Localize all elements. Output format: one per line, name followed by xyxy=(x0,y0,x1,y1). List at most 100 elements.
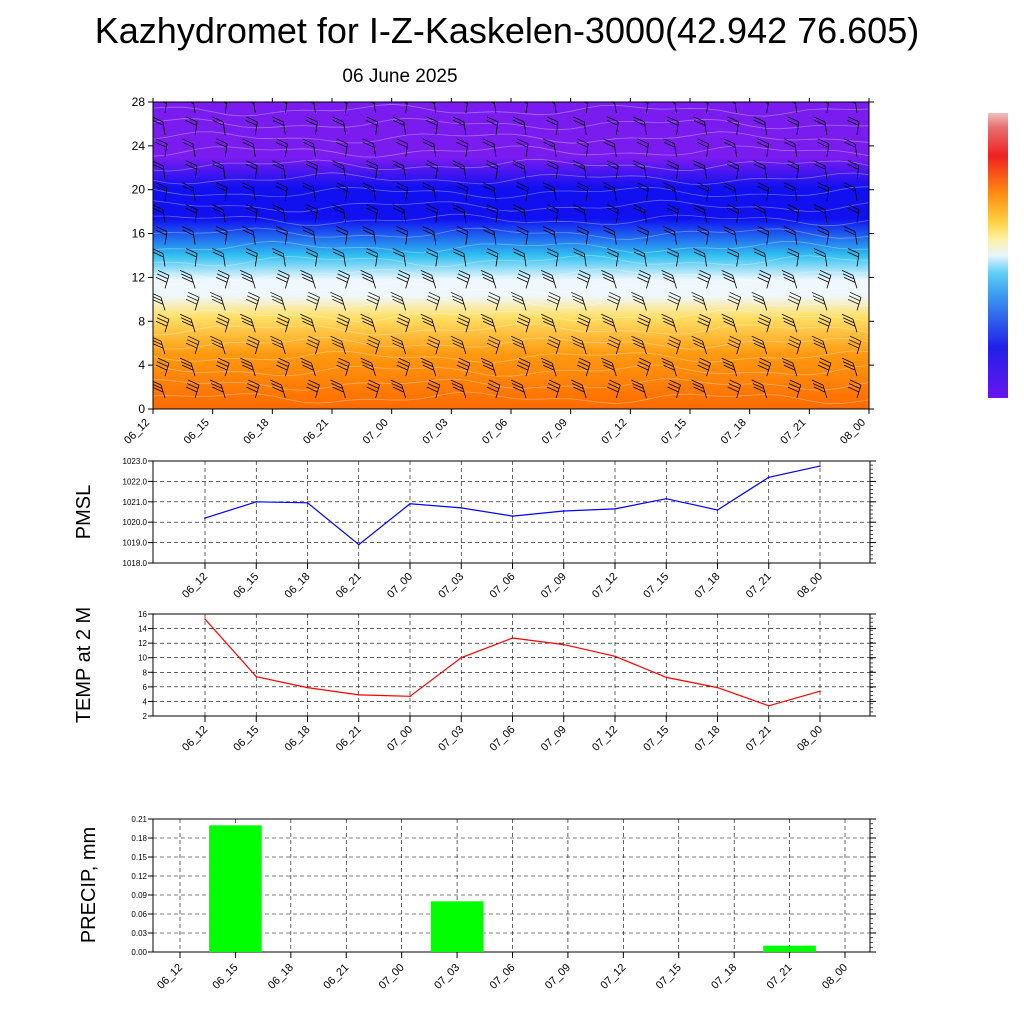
temp-x-tick-label: 07_06 xyxy=(488,724,518,754)
wind-barb xyxy=(796,341,802,355)
wind-barb xyxy=(736,165,740,179)
wind-barb xyxy=(525,143,529,157)
wind-barb-feather xyxy=(849,379,862,386)
wind-barb-feather xyxy=(841,313,854,320)
wind-barb xyxy=(341,384,346,399)
precip-y-axis-label: PRECIP, mm xyxy=(78,827,100,943)
wind-barb-feather xyxy=(603,95,614,100)
wind-barb-feather xyxy=(817,185,829,192)
wind-barb xyxy=(280,297,286,311)
wind-barb-feather xyxy=(483,185,495,192)
y-tick-label: 0 xyxy=(138,402,145,416)
wind-barb xyxy=(280,384,286,399)
wind-barb-feather xyxy=(457,95,468,100)
wind-barb-feather xyxy=(463,102,468,104)
wind-barb-feather xyxy=(271,339,283,346)
wind-barb-feather xyxy=(398,357,410,364)
wind-barb xyxy=(254,253,258,267)
wind-barb-feather xyxy=(546,207,558,214)
wind-barb-feather xyxy=(757,320,769,327)
wind-barb-feather xyxy=(788,383,800,389)
wind-barb-feather xyxy=(787,204,799,210)
wind-barb-feather xyxy=(427,339,439,346)
y-tick-label: 16 xyxy=(132,227,146,241)
wind-barb-feather xyxy=(753,204,765,210)
wind-barb xyxy=(435,209,439,223)
wind-barb xyxy=(194,253,198,267)
wind-barb-feather xyxy=(817,141,829,148)
wind-barb xyxy=(702,384,707,399)
wind-barb xyxy=(315,297,320,311)
precip-x-tick-label: 06_15 xyxy=(210,962,240,992)
wind-barb xyxy=(766,319,772,333)
wind-barb-feather xyxy=(457,273,470,280)
temp-data-point xyxy=(562,643,565,646)
wind-barb-feather xyxy=(721,270,733,276)
wind-barb-feather xyxy=(667,116,679,123)
wind-barb xyxy=(583,165,587,179)
wind-barb xyxy=(315,165,318,179)
wind-barb-feather xyxy=(337,95,348,100)
wind-barb-feather xyxy=(608,295,620,302)
wind-barb-feather xyxy=(542,277,555,283)
wind-barb xyxy=(734,231,738,245)
pmsl-data-point xyxy=(665,497,668,500)
wind-barb-feather xyxy=(753,342,765,349)
wind-barb xyxy=(852,362,858,377)
wind-barb-feather xyxy=(488,379,501,386)
wind-barb-feather xyxy=(636,141,649,148)
wind-barb xyxy=(405,275,411,289)
wind-barb-feather xyxy=(692,339,704,346)
pmsl-y-tick-label: 1021.0 xyxy=(123,498,148,507)
wind-barb-feather xyxy=(727,342,739,349)
pmsl-x-tick-label: 07_15 xyxy=(641,571,671,601)
wind-barb xyxy=(642,384,647,399)
colorbar xyxy=(988,113,1008,398)
wind-barb xyxy=(194,121,198,135)
temp-y-axis-label: TEMP at 2 M xyxy=(73,607,95,723)
wind-barb-feather xyxy=(844,185,856,192)
wind-barb xyxy=(824,121,828,135)
wind-barb-feather xyxy=(726,251,739,258)
wind-barb-feather xyxy=(540,270,553,276)
wind-barb-feather xyxy=(332,386,344,393)
wind-barb-feather xyxy=(784,229,796,236)
wind-barb-feather xyxy=(753,298,765,305)
wind-barb-feather xyxy=(723,229,736,236)
wind-barb-feather xyxy=(155,320,168,327)
contour-line xyxy=(153,295,869,309)
wind-barb-feather xyxy=(757,226,769,232)
wind-barb xyxy=(613,187,617,201)
wind-barb-feather xyxy=(518,357,531,364)
wind-barb-feather xyxy=(787,386,799,393)
wind-barb-feather xyxy=(546,204,559,210)
wind-barb xyxy=(555,165,559,179)
wind-barb-feather xyxy=(456,138,469,145)
wind-barb-feather xyxy=(212,298,224,305)
wind-barb-feather xyxy=(390,335,402,342)
wind-barb xyxy=(706,362,711,377)
wind-barb xyxy=(345,187,348,201)
wind-barb-feather xyxy=(847,120,859,126)
wind-barb-feather xyxy=(397,361,409,367)
wind-barb xyxy=(613,231,617,245)
wind-barb xyxy=(495,121,499,135)
wind-barb-feather xyxy=(758,361,770,367)
wind-barb-feather xyxy=(579,313,591,320)
wind-barb-feather xyxy=(847,251,859,258)
wind-barb-feather xyxy=(185,163,197,170)
precip-x-tick-label: 07_06 xyxy=(488,962,518,992)
wind-barb xyxy=(553,187,557,201)
wind-barb-feather xyxy=(480,270,493,276)
wind-barb-feather xyxy=(547,295,560,302)
temp-y-tick-label: 4 xyxy=(143,697,148,706)
wind-barb xyxy=(555,253,559,267)
wind-barb-feather xyxy=(482,226,495,232)
wind-barb xyxy=(706,187,709,201)
contour-line xyxy=(153,254,869,268)
wind-barb-feather xyxy=(633,204,645,210)
wind-barb-feather xyxy=(546,160,559,167)
x-tick-label: 06_21 xyxy=(301,417,331,447)
wind-barb-feather xyxy=(422,226,434,232)
wind-barb xyxy=(371,362,376,377)
